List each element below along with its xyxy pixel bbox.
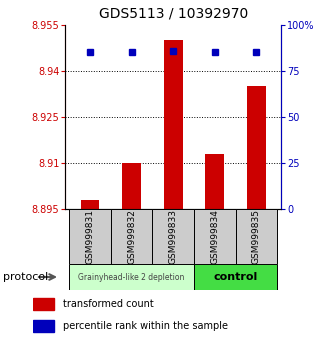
- Bar: [153, 209, 194, 264]
- Bar: [111, 209, 152, 264]
- Text: GSM999832: GSM999832: [127, 209, 136, 264]
- Bar: [205, 154, 224, 209]
- Bar: [164, 40, 182, 209]
- Text: control: control: [213, 272, 258, 282]
- Text: GSM999831: GSM999831: [85, 209, 95, 264]
- Bar: [194, 209, 236, 264]
- Bar: [69, 264, 194, 290]
- Bar: [236, 209, 277, 264]
- Text: percentile rank within the sample: percentile rank within the sample: [63, 321, 227, 331]
- Text: GSM999834: GSM999834: [210, 209, 219, 264]
- Text: Grainyhead-like 2 depletion: Grainyhead-like 2 depletion: [78, 273, 185, 281]
- Bar: [33, 298, 54, 310]
- Bar: [194, 264, 277, 290]
- Text: GSM999833: GSM999833: [168, 209, 178, 264]
- Bar: [69, 209, 111, 264]
- Text: transformed count: transformed count: [63, 299, 154, 309]
- Bar: [33, 320, 54, 332]
- Bar: [122, 163, 141, 209]
- Text: protocol: protocol: [3, 272, 49, 282]
- Title: GDS5113 / 10392970: GDS5113 / 10392970: [99, 7, 248, 21]
- Bar: [81, 200, 99, 209]
- Text: GSM999835: GSM999835: [252, 209, 261, 264]
- Bar: [247, 86, 266, 209]
